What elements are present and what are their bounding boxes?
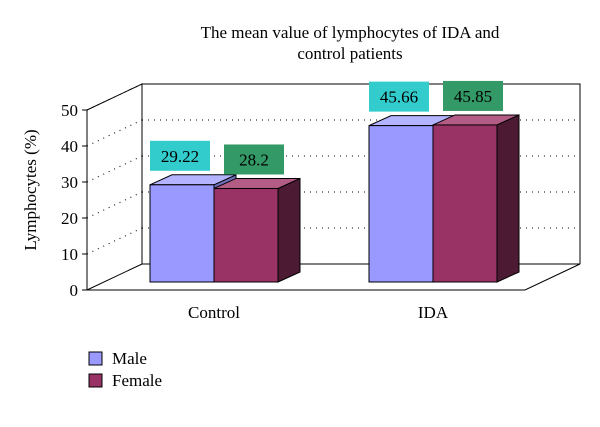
gridline-left bbox=[86, 191, 143, 219]
y-tick-label: 20 bbox=[61, 209, 78, 228]
chart-title-line-2: control patients bbox=[297, 44, 402, 63]
legend-label: Male bbox=[112, 349, 147, 368]
bars: 29.22 28.2 45.66 45.85 bbox=[149, 80, 520, 283]
x-axis-labels: Control IDA bbox=[188, 303, 449, 322]
gridline-left bbox=[86, 83, 143, 111]
legend-swatch bbox=[88, 373, 103, 388]
bar-side bbox=[496, 114, 520, 283]
data-label-box bbox=[150, 140, 210, 171]
bar-ida-female bbox=[432, 124, 498, 283]
y-tick-label: 0 bbox=[70, 281, 79, 300]
chart-title-line-1: The mean value of lymphocytes of IDA and bbox=[201, 23, 500, 42]
back-wall bbox=[142, 83, 581, 264]
legend: Male Female bbox=[88, 349, 162, 390]
y-axis: 0 10 20 30 40 50 bbox=[61, 101, 87, 300]
bar-control-female bbox=[213, 187, 279, 283]
y-tick-label: 40 bbox=[61, 137, 78, 156]
left-wall bbox=[86, 83, 143, 290]
x-tick-label: IDA bbox=[418, 303, 449, 322]
legend-swatch bbox=[88, 351, 103, 366]
gridline-left bbox=[86, 119, 143, 147]
gridline-left bbox=[86, 155, 143, 183]
legend-label: Female bbox=[112, 371, 162, 390]
data-label: 45.66 bbox=[380, 88, 418, 107]
data-label: 29.22 bbox=[161, 147, 199, 166]
y-axis-label: Lymphocytes (%) bbox=[21, 129, 40, 250]
floor bbox=[86, 263, 581, 291]
y-tick-label: 50 bbox=[61, 101, 78, 120]
bar-ida-male bbox=[368, 125, 434, 283]
data-label: 45.85 bbox=[454, 87, 492, 106]
data-label-box bbox=[443, 80, 503, 111]
bar-side bbox=[277, 177, 301, 283]
y-tick-label: 30 bbox=[61, 173, 78, 192]
x-tick-label: Control bbox=[188, 303, 240, 322]
data-label-box bbox=[224, 144, 284, 175]
chart-title: The mean value of lymphocytes of IDA and… bbox=[201, 23, 500, 63]
data-label: 28.2 bbox=[239, 150, 269, 169]
bar-control-male bbox=[149, 184, 215, 283]
data-label-box bbox=[369, 81, 429, 112]
gridline-left bbox=[86, 227, 143, 255]
y-tick-label: 10 bbox=[61, 245, 78, 264]
